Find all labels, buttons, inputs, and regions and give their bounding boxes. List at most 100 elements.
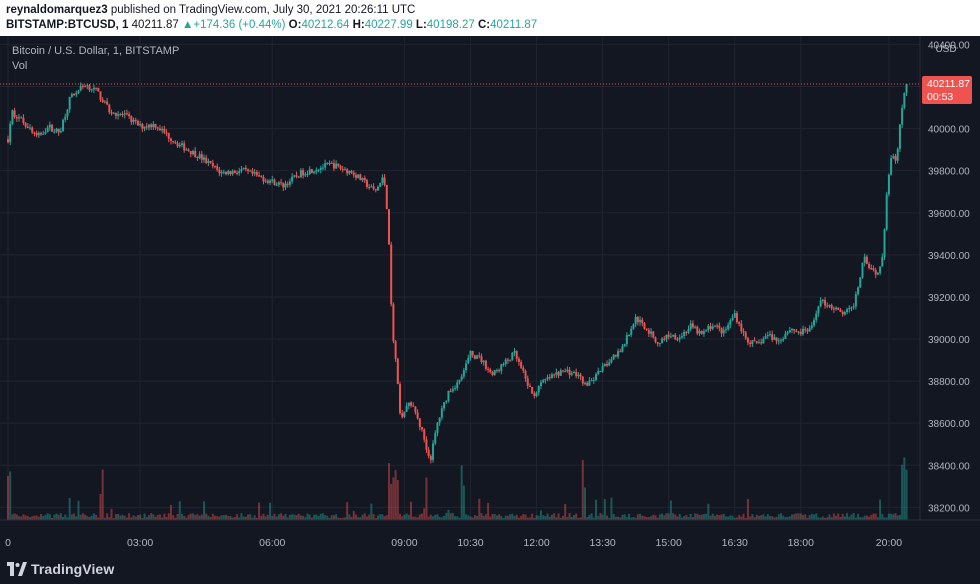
candle-body xyxy=(236,172,239,174)
tradingview-logo[interactable]: TradingView xyxy=(7,561,114,577)
candle-body xyxy=(95,87,98,89)
candle-body xyxy=(156,127,159,129)
volume-bar xyxy=(795,513,798,520)
candle-body xyxy=(885,194,888,230)
volume-bar xyxy=(313,514,316,520)
candle-body xyxy=(227,171,230,175)
candle-body xyxy=(240,169,243,172)
volume-bar xyxy=(150,513,153,520)
time-axis[interactable]: 0 03:00 06:00 09:00 10:30 12:00 13:30 15:00 16:3… xyxy=(5,537,902,549)
volume-bar xyxy=(495,515,498,520)
candle-body xyxy=(839,309,842,312)
volume-bar xyxy=(568,513,571,520)
volume-bar xyxy=(180,513,183,520)
candle-body xyxy=(669,336,672,338)
volume-bar xyxy=(711,513,714,520)
candle-body xyxy=(685,331,688,333)
price-chart[interactable]: 38200.00 38400.00 38600.00 38800.00 39000.00… xyxy=(0,36,980,556)
candle-body xyxy=(381,177,384,183)
time-tick-label: 0 xyxy=(5,537,11,549)
candle-body xyxy=(385,185,388,210)
candle-body xyxy=(392,304,395,342)
volume-bar xyxy=(874,513,877,520)
candle-body xyxy=(716,325,719,327)
candle-body xyxy=(868,263,871,268)
candle-body xyxy=(277,182,280,185)
candle-body xyxy=(62,119,65,132)
volume-bar xyxy=(247,514,250,520)
volume-bar xyxy=(7,476,9,520)
volume-bar xyxy=(707,503,710,520)
volume-bar xyxy=(200,514,203,520)
candle-body xyxy=(857,287,860,295)
candle-body xyxy=(321,167,324,169)
candle-body xyxy=(130,116,133,123)
price-tick-label: 39600.00 xyxy=(928,209,970,220)
volume-bar xyxy=(606,515,609,520)
candle-body xyxy=(187,149,190,151)
volume-bar xyxy=(436,514,439,520)
candle-body xyxy=(654,337,657,343)
volume-bar xyxy=(302,515,305,520)
volume-bar xyxy=(467,515,470,520)
candle-body xyxy=(881,256,884,267)
volume-bar xyxy=(350,517,353,520)
volume-bar xyxy=(876,517,879,520)
price-axis[interactable]: 38200.00 38400.00 38600.00 38800.00 39000.00… xyxy=(928,40,970,514)
candle-body xyxy=(92,87,95,90)
volume-bar xyxy=(169,504,172,520)
volume-bar xyxy=(454,516,457,520)
volume-bar xyxy=(579,517,582,520)
candle-body xyxy=(31,127,34,133)
candle-body xyxy=(588,380,591,386)
volume-bar xyxy=(26,516,29,520)
volume-bar xyxy=(399,513,402,520)
volume-bar xyxy=(174,517,177,520)
volume-bar xyxy=(581,460,584,520)
candle-body xyxy=(110,112,113,114)
candle-body xyxy=(782,339,785,341)
candle-body xyxy=(487,368,490,370)
volume-bar xyxy=(817,517,820,520)
volume-bar xyxy=(396,479,399,520)
candle-body xyxy=(610,359,613,363)
volume-bar xyxy=(857,513,860,520)
volume-bar xyxy=(319,513,322,520)
candle-body xyxy=(324,163,327,168)
volume-bar xyxy=(896,515,899,520)
volume-bar xyxy=(643,516,646,520)
volume-bar xyxy=(755,514,758,520)
candle-body xyxy=(214,166,217,168)
volume-bar xyxy=(110,508,113,520)
candle-body xyxy=(42,133,45,135)
candle-body xyxy=(493,370,496,375)
volume-bar xyxy=(760,515,763,520)
volume-indicator-label[interactable]: Vol xyxy=(12,60,28,72)
volume-bar xyxy=(476,516,479,520)
time-tick-label: 18:00 xyxy=(788,537,814,549)
candle-body xyxy=(555,372,558,375)
candle-body xyxy=(841,311,844,315)
candle-body xyxy=(449,390,452,392)
volume-bar xyxy=(610,497,613,520)
candle-body xyxy=(253,172,256,174)
volume-bar xyxy=(92,513,95,520)
candle-body xyxy=(806,330,809,332)
volume-bar xyxy=(621,514,624,520)
volume-bar xyxy=(227,516,230,520)
author-name[interactable]: reynaldomarquez3 xyxy=(6,4,108,16)
candle-body xyxy=(495,370,498,372)
volume-bar xyxy=(37,516,40,520)
volume-bar xyxy=(381,514,384,520)
candle-body xyxy=(595,374,598,380)
volume-bar xyxy=(220,515,223,520)
volume-bar xyxy=(255,517,258,520)
candle-body xyxy=(865,256,868,264)
candle-body xyxy=(152,124,155,128)
price-tick-label: 38200.00 xyxy=(928,503,970,514)
volume-bar xyxy=(253,515,256,520)
volume-bar xyxy=(407,514,410,520)
volume-bar xyxy=(804,514,807,520)
volume-bar xyxy=(724,516,727,520)
candle-body xyxy=(744,332,747,339)
